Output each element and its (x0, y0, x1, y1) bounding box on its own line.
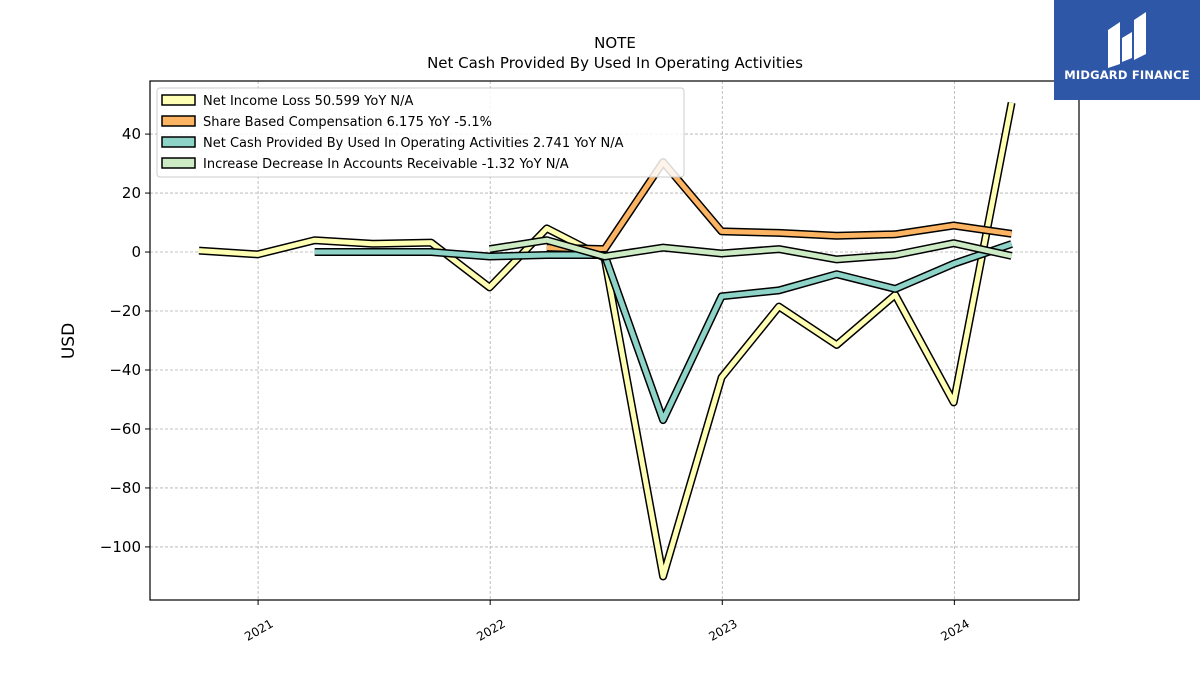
brand-logo: MIDGARD FINANCE (1054, 0, 1200, 100)
legend-swatch (161, 136, 196, 148)
legend-label: Increase Decrease In Accounts Receivable… (203, 157, 569, 172)
y-tick-label: 40 (122, 125, 141, 143)
x-tick-label: 2021 (242, 616, 275, 643)
chart-subtitle: Net Cash Provided By Used In Operating A… (427, 54, 803, 72)
legend-label: Net Income Loss 50.599 YoY N/A (203, 94, 414, 109)
legend-label: Net Cash Provided By Used In Operating A… (203, 136, 624, 151)
legend-label: Share Based Compensation 6.175 YoY -5.1% (203, 115, 492, 130)
legend-box (156, 87, 685, 178)
series-line (546, 159, 1012, 252)
x-tick-label: 2022 (474, 616, 507, 643)
series-3 (488, 236, 1013, 264)
y-tick-label: −80 (109, 479, 141, 497)
legend-swatch (161, 157, 196, 169)
legend-swatch (161, 94, 196, 106)
series-lines (198, 102, 1016, 581)
plot-frame (149, 80, 1080, 601)
x-tick-label: 2024 (938, 616, 971, 643)
axis-ticks: 40 20 0 −20 −40 −60 −80 −100 2021 2022 2023 2024 (100, 125, 972, 644)
legend: Net Income Loss 50.599 YoY N/A Share Base… (156, 87, 685, 178)
y-tick-label: 0 (131, 243, 141, 261)
y-axis-label: USD (59, 323, 79, 359)
y-tick-label: −100 (100, 538, 141, 556)
chart-title: NOTE (594, 34, 636, 52)
logo-text: MIDGARD FINANCE (1064, 68, 1190, 82)
series-line (314, 241, 1013, 423)
series-1 (546, 158, 1013, 254)
y-tick-label: 20 (122, 184, 141, 202)
series-2 (314, 240, 1013, 425)
series-line (489, 237, 1013, 262)
x-tick-label: 2023 (706, 616, 739, 643)
y-tick-label: −40 (109, 361, 141, 379)
legend-swatch (161, 115, 196, 127)
logo-mark-icon (1108, 12, 1146, 68)
y-tick-label: −20 (109, 302, 141, 320)
y-tick-label: −60 (109, 420, 141, 438)
series-line-outline (314, 240, 1013, 425)
